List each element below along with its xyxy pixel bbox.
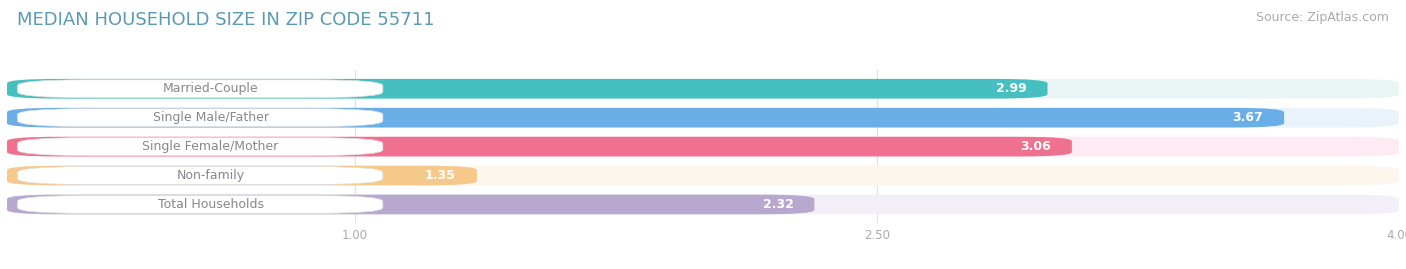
Text: Total Households: Total Households bbox=[157, 198, 263, 211]
FancyBboxPatch shape bbox=[17, 167, 382, 185]
FancyBboxPatch shape bbox=[7, 166, 477, 185]
Text: 2.99: 2.99 bbox=[995, 82, 1026, 95]
Text: Single Female/Mother: Single Female/Mother bbox=[142, 140, 278, 153]
Text: 2.32: 2.32 bbox=[762, 198, 793, 211]
FancyBboxPatch shape bbox=[7, 195, 1399, 214]
FancyBboxPatch shape bbox=[17, 109, 382, 127]
Text: 1.35: 1.35 bbox=[425, 169, 456, 182]
FancyBboxPatch shape bbox=[7, 108, 1399, 128]
FancyBboxPatch shape bbox=[7, 137, 1399, 157]
Text: Single Male/Father: Single Male/Father bbox=[153, 111, 269, 124]
Text: 3.67: 3.67 bbox=[1233, 111, 1263, 124]
Text: Married-Couple: Married-Couple bbox=[163, 82, 259, 95]
FancyBboxPatch shape bbox=[7, 137, 1071, 157]
FancyBboxPatch shape bbox=[7, 166, 1399, 185]
FancyBboxPatch shape bbox=[7, 79, 1047, 98]
Text: MEDIAN HOUSEHOLD SIZE IN ZIP CODE 55711: MEDIAN HOUSEHOLD SIZE IN ZIP CODE 55711 bbox=[17, 11, 434, 29]
Text: Non-family: Non-family bbox=[177, 169, 245, 182]
FancyBboxPatch shape bbox=[17, 80, 382, 98]
FancyBboxPatch shape bbox=[7, 195, 814, 214]
Text: Source: ZipAtlas.com: Source: ZipAtlas.com bbox=[1256, 11, 1389, 24]
FancyBboxPatch shape bbox=[17, 138, 382, 155]
FancyBboxPatch shape bbox=[7, 79, 1399, 98]
FancyBboxPatch shape bbox=[17, 196, 382, 213]
FancyBboxPatch shape bbox=[7, 108, 1284, 128]
Text: 3.06: 3.06 bbox=[1021, 140, 1050, 153]
